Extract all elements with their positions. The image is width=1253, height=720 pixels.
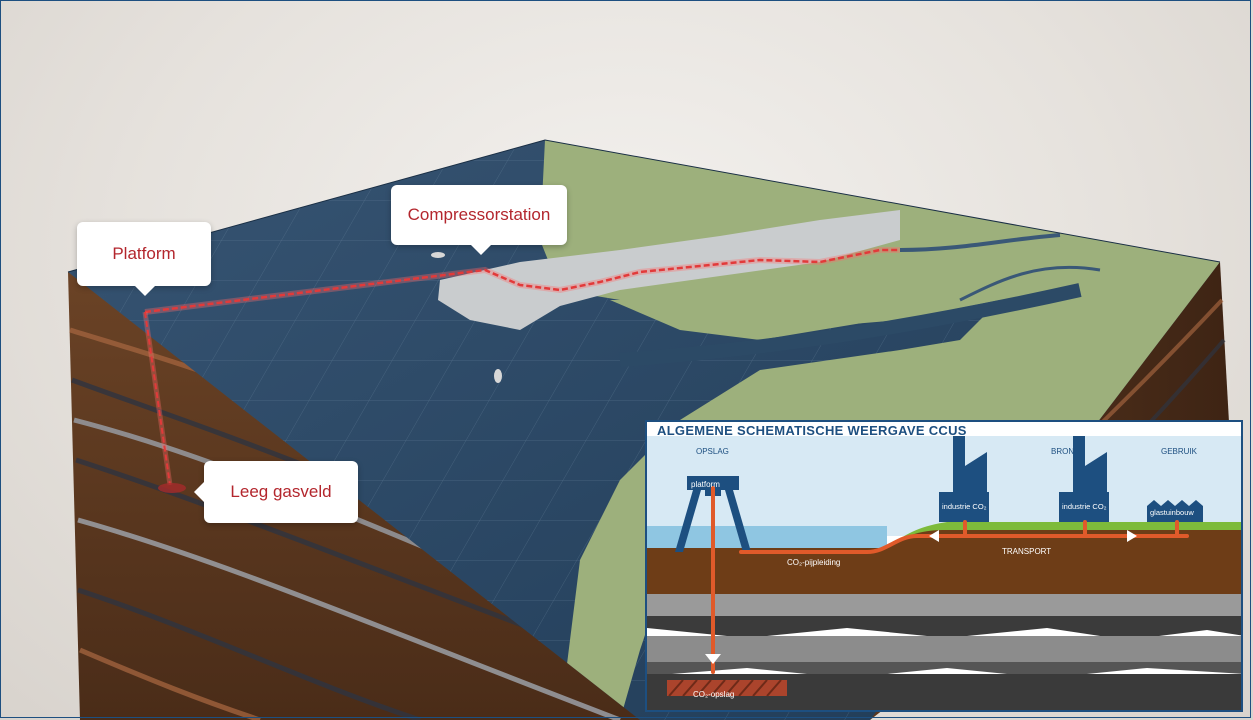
platform-label: platform	[691, 480, 720, 489]
ccus-schematic-drawing	[647, 436, 1241, 710]
callout-compressorstation: Compressorstation	[391, 185, 567, 255]
schematic-title: ALGEMENE SCHEMATISCHE WEERGAVE CCUS	[657, 423, 967, 438]
greenhouse-label: glastuinbouw	[1150, 508, 1194, 517]
pipeline-label: CO₂-pijpleiding	[787, 558, 841, 567]
greenhouse-icon	[1147, 500, 1203, 522]
transport-label: TRANSPORT	[1002, 547, 1052, 556]
callout-tail	[471, 245, 491, 255]
callout-compressor-label: Compressorstation	[407, 205, 551, 224]
zone-bron-label: BRON	[1051, 447, 1075, 456]
gas-field-marker	[158, 483, 186, 493]
pipeline-route	[142, 247, 900, 486]
callout-platform-label: Platform	[112, 244, 176, 263]
river	[899, 233, 1061, 252]
ccus-schematic: ALGEMENE SCHEMATISCHE WEERGAVE CCUS OPSL…	[645, 420, 1243, 712]
land-island	[610, 300, 880, 340]
factory-icon	[1059, 436, 1109, 522]
ship	[431, 252, 445, 258]
callout-platform: Platform	[77, 222, 211, 296]
callout-tail	[135, 286, 155, 296]
industry-label-2: industrie CO₂	[1062, 502, 1107, 511]
ship	[494, 369, 502, 383]
industry-label-1: industrie CO₂	[942, 502, 987, 511]
zone-gebruik-label: GEBRUIK	[1161, 447, 1198, 456]
zone-opslag-label: OPSLAG	[696, 447, 729, 456]
storage-label: CO₂-opslag	[693, 690, 735, 699]
callout-tail	[194, 482, 204, 502]
callout-gasveld-label: Leeg gasveld	[230, 482, 332, 501]
factory-icon	[939, 436, 989, 522]
callout-gasveld: Leeg gasveld	[194, 461, 358, 523]
